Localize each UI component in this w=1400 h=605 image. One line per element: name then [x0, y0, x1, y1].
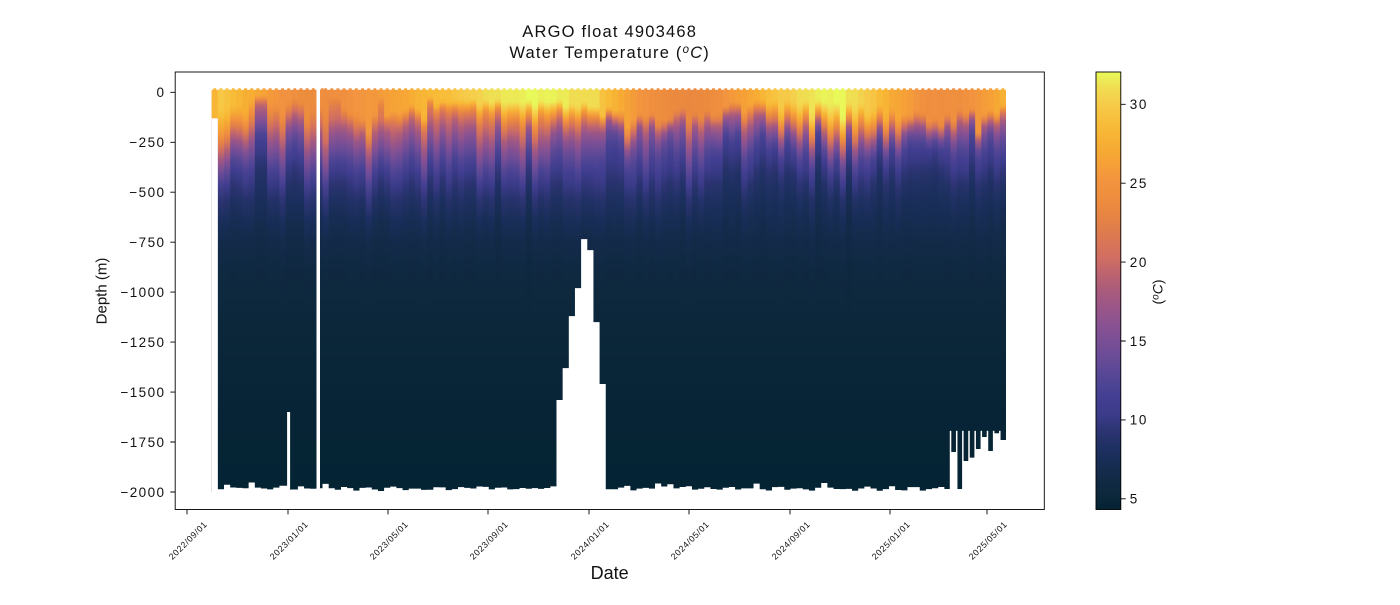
svg-text:−500: −500	[129, 185, 165, 200]
svg-text:20: 20	[1130, 255, 1148, 270]
svg-text:−1250: −1250	[120, 335, 165, 350]
svg-text:−1750: −1750	[120, 435, 165, 450]
svg-text:10: 10	[1130, 413, 1148, 428]
svg-text:0: 0	[156, 85, 165, 100]
svg-text:ARGO float 4903468: ARGO float 4903468	[522, 23, 697, 41]
svg-text:Water Temperature (oC): Water Temperature (oC)	[509, 44, 710, 62]
svg-text:(oC): (oC)	[1150, 279, 1166, 304]
svg-text:−250: −250	[129, 135, 165, 150]
svg-text:15: 15	[1130, 334, 1148, 349]
svg-text:−2000: −2000	[120, 485, 165, 500]
svg-text:25: 25	[1130, 176, 1148, 191]
svg-text:5: 5	[1130, 492, 1139, 507]
svg-text:−1000: −1000	[120, 285, 165, 300]
svg-text:−750: −750	[129, 235, 165, 250]
svg-text:Depth (m): Depth (m)	[94, 258, 111, 325]
svg-text:Date: Date	[591, 563, 629, 583]
svg-text:30: 30	[1130, 97, 1148, 112]
svg-text:−1500: −1500	[120, 385, 165, 400]
